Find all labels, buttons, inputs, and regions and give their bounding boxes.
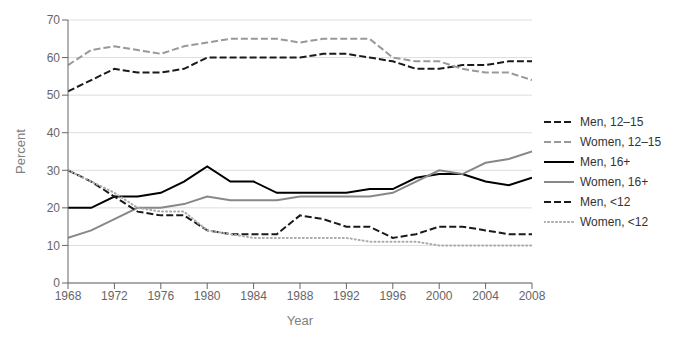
svg-text:2000: 2000	[426, 289, 453, 303]
svg-text:2008: 2008	[519, 289, 546, 303]
svg-text:1984: 1984	[240, 289, 267, 303]
html-text:Women, <12: Women, <12	[580, 214, 649, 229]
html-text:Women, 12–15: Women, 12–15	[580, 134, 662, 149]
svg-text:10: 10	[47, 239, 61, 253]
html-text:Men, 16+: Men, 16+	[580, 154, 631, 169]
svg-text:1968: 1968	[55, 289, 82, 303]
svg-text:50: 50	[47, 88, 61, 102]
svg-text:2004: 2004	[472, 289, 499, 303]
svg-text:1992: 1992	[333, 289, 360, 303]
svg-text:1980: 1980	[194, 289, 221, 303]
svg-text:Year: Year	[287, 313, 314, 328]
svg-text:20: 20	[47, 201, 61, 215]
svg-text:70: 70	[47, 13, 61, 27]
svg-text:60: 60	[47, 51, 61, 65]
svg-text:1988: 1988	[287, 289, 314, 303]
html-text:Men, 12–15: Men, 12–15	[580, 114, 644, 129]
html-text:Men, <12: Men, <12	[580, 194, 631, 209]
svg-text:Percent: Percent	[13, 129, 28, 174]
svg-text:0: 0	[53, 276, 60, 290]
svg-text:1976: 1976	[147, 289, 174, 303]
svg-text:30: 30	[47, 164, 61, 178]
svg-text:1972: 1972	[101, 289, 128, 303]
svg-text:40: 40	[47, 126, 61, 140]
svg-text:1996: 1996	[379, 289, 406, 303]
html-text:Women, 16+: Women, 16+	[580, 174, 649, 189]
